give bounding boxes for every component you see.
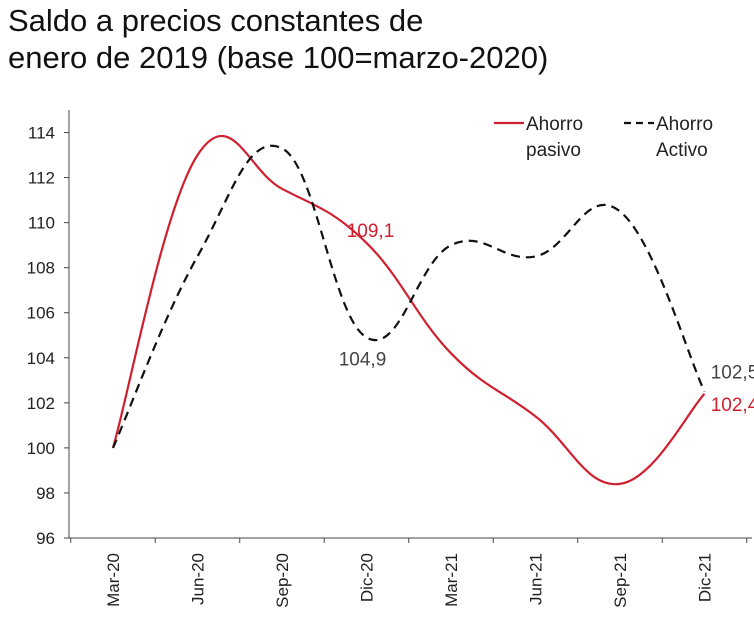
y-tick-label: 98 (36, 484, 55, 503)
chart-title-line-1: Saldo a precios constantes de (8, 3, 424, 38)
x-tick-label: Mar-21 (442, 553, 461, 607)
data-label: 102,5 (711, 363, 754, 384)
legend-label: Ahorro (656, 114, 713, 135)
y-tick-label: 110 (28, 214, 55, 233)
y-tick-label: 96 (36, 529, 55, 548)
x-tick-label: Sep-20 (273, 553, 292, 608)
series-layer (111, 134, 706, 486)
x-tick-label: Dic-20 (358, 553, 377, 602)
legend: Ahorro pasivo Ahorro Activo (494, 114, 713, 161)
y-tick-label: 104 (27, 349, 55, 368)
data-labels: 109,1 104,9 102,5 102,4 (339, 221, 754, 416)
x-tick-label: Dic-21 (696, 553, 715, 602)
y-tick-label: 112 (28, 169, 55, 188)
data-label: 109,1 (347, 221, 395, 242)
data-label: 102,4 (711, 395, 754, 416)
data-label: 104,9 (339, 350, 387, 371)
y-tick-label: 114 (28, 124, 55, 143)
y-tick-label: 108 (27, 259, 55, 278)
x-tick-label: Sep-21 (611, 553, 630, 608)
y-tick-label: 106 (27, 304, 55, 323)
x-tick-label: Jun-20 (189, 553, 208, 605)
axes: 96 98 100 102 104 106 108 110 112 114 Mar-20 Jun-20… (27, 110, 752, 608)
legend-label: Activo (656, 140, 708, 161)
chart-title: Saldo a precios constantes de enero de 2… (8, 2, 548, 76)
series-ahorro-activo-line (111, 144, 706, 449)
x-tick-label: Mar-20 (104, 553, 123, 607)
legend-label: Ahorro (526, 114, 583, 135)
x-tick-label: Jun-21 (527, 553, 546, 605)
legend-label: pasivo (526, 140, 581, 161)
y-tick-label: 102 (27, 394, 55, 413)
chart-title-line-2: enero de 2019 (base 100=marzo-2020) (8, 40, 549, 75)
y-tick-label: 100 (27, 439, 55, 458)
series-ahorro-pasivo-line (111, 134, 706, 486)
